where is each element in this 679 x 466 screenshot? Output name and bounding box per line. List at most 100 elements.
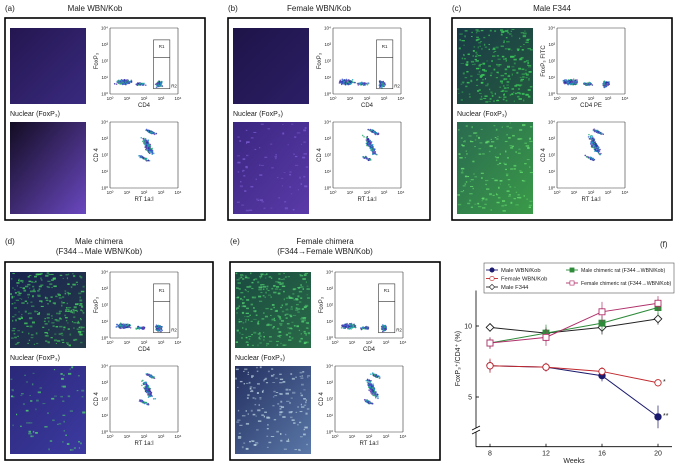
- stain-speck: [505, 59, 508, 61]
- stain-speck: [469, 193, 473, 195]
- flow-event: [604, 86, 606, 88]
- flow-event: [575, 83, 578, 86]
- stain-speck: [282, 381, 286, 383]
- flow-event: [608, 83, 610, 85]
- stain-speck: [72, 312, 75, 314]
- flow-event: [374, 392, 376, 394]
- stain-speck: [281, 304, 284, 307]
- stain-speck: [263, 207, 266, 209]
- marker: [654, 299, 662, 307]
- flow-event: [371, 153, 374, 156]
- stain-speck: [77, 441, 81, 443]
- flow-event: [147, 144, 150, 147]
- flow-event: [144, 143, 147, 146]
- stain-speck: [275, 340, 280, 342]
- stain-speck: [489, 145, 493, 148]
- stain-speck: [246, 307, 249, 310]
- stain-speck: [20, 315, 23, 318]
- flow-event: [351, 78, 354, 81]
- stain-speck: [64, 292, 67, 295]
- stain-speck: [294, 449, 298, 451]
- stain-speck: [282, 344, 286, 346]
- flow-event: [151, 149, 153, 152]
- stain-speck: [278, 393, 282, 395]
- stain-speck: [300, 333, 302, 335]
- stain-speck: [286, 440, 290, 442]
- flow-tick-label: 10⁴: [101, 26, 108, 31]
- flow-event: [365, 327, 367, 330]
- flow-event: [352, 81, 355, 84]
- flow-event: [347, 83, 350, 86]
- stain-speck: [253, 278, 255, 281]
- stain-speck: [517, 88, 521, 90]
- gate-label: R2: [394, 83, 400, 88]
- flow-event: [379, 85, 382, 87]
- stain-speck: [80, 442, 82, 445]
- flow-event: [591, 84, 594, 86]
- stain-speck: [238, 288, 241, 290]
- flow-event: [149, 374, 151, 376]
- image-caption: Nuclear (FoxP₃): [457, 111, 507, 118]
- micrograph: [10, 28, 86, 104]
- stain-speck: [12, 316, 15, 318]
- stain-speck: [529, 171, 534, 174]
- stain-speck: [290, 297, 294, 299]
- stain-speck: [58, 423, 62, 425]
- stain-speck: [492, 194, 495, 196]
- stain-speck: [279, 318, 282, 320]
- stain-speck: [493, 124, 496, 127]
- flow-event: [153, 377, 156, 380]
- stain-speck: [277, 335, 280, 337]
- stain-speck: [246, 142, 248, 145]
- stain-speck: [251, 440, 255, 442]
- stain-speck: [462, 72, 465, 75]
- flow-event: [144, 389, 147, 391]
- stain-speck: [465, 181, 468, 183]
- stain-speck: [53, 339, 58, 342]
- stain-speck: [299, 274, 302, 276]
- stain-speck: [488, 100, 491, 102]
- stain-speck: [270, 374, 274, 377]
- stain-speck: [481, 79, 485, 81]
- stain-speck: [17, 291, 20, 293]
- stain-speck: [41, 301, 43, 303]
- flow-event: [151, 376, 153, 379]
- stain-speck: [69, 333, 72, 336]
- stain-speck: [284, 314, 287, 316]
- stain-speck: [495, 77, 499, 79]
- stain-speck: [482, 207, 486, 209]
- stain-speck: [281, 282, 284, 284]
- stain-speck: [292, 288, 296, 291]
- stain-speck: [277, 292, 281, 295]
- stain-speck: [285, 392, 290, 395]
- stain-speck: [29, 287, 31, 289]
- stain-speck: [303, 141, 306, 144]
- flow-event: [356, 82, 359, 85]
- stain-speck: [53, 368, 56, 371]
- flow-event: [366, 83, 369, 86]
- stain-speck: [73, 316, 76, 318]
- flow-tick-label: 10⁴: [324, 120, 331, 125]
- stain-speck: [65, 307, 68, 309]
- stain-speck: [521, 73, 526, 75]
- panel-label: (c): [452, 4, 462, 13]
- legend-marker: [489, 275, 495, 282]
- flow-tick-label: 10²: [364, 190, 371, 195]
- stain-speck: [294, 164, 299, 166]
- flow-event: [366, 141, 369, 144]
- stain-speck: [465, 85, 468, 88]
- flow-event: [371, 372, 374, 374]
- flow-event: [348, 326, 351, 329]
- stain-speck: [457, 194, 461, 196]
- stain-speck: [11, 337, 14, 339]
- stain-speck: [266, 324, 270, 327]
- flow-event: [372, 391, 375, 394]
- flow-event: [592, 129, 595, 132]
- stain-speck: [528, 78, 530, 80]
- stain-speck: [28, 430, 32, 433]
- flow-tick-label: 10³: [548, 136, 555, 141]
- stain-speck: [499, 80, 504, 83]
- stain-speck: [268, 276, 272, 278]
- stain-speck: [250, 185, 254, 188]
